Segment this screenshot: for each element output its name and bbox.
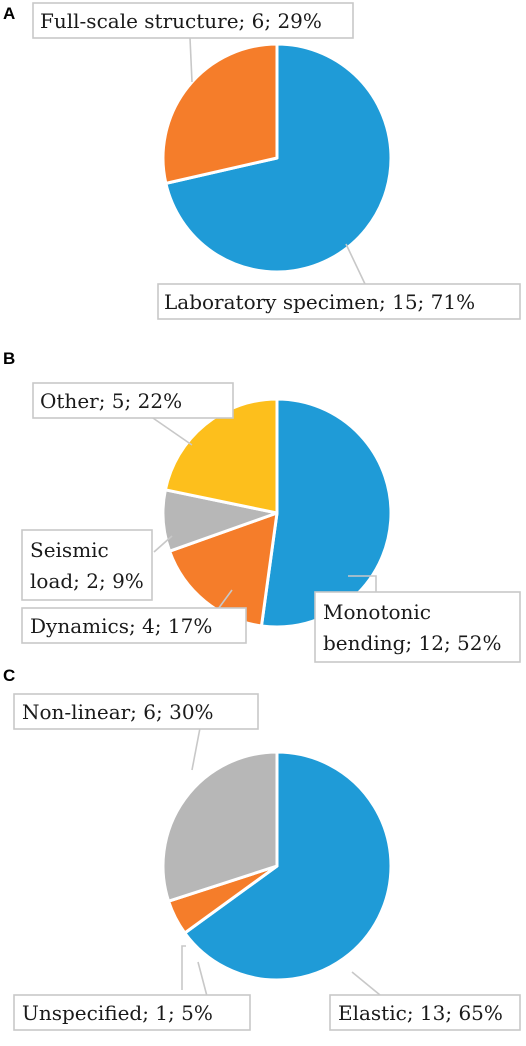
leader-a-full-scale xyxy=(189,37,193,83)
label-b-seismic-line2: load; 2; 9% xyxy=(30,569,144,593)
pie-c-slice-elastic xyxy=(183,750,393,982)
label-b-other: Other; 5; 22% xyxy=(40,389,182,413)
label-c-elastic: Elastic; 13; 65% xyxy=(338,1001,503,1025)
leader-b-other xyxy=(149,415,193,446)
panel-b: B Other; 5; 22% Seismic load; 2; 9% Dyna… xyxy=(3,349,521,663)
leader-a-laboratory xyxy=(345,243,366,285)
label-box-b-other xyxy=(32,382,234,419)
label-a-laboratory: Laboratory specimen; 15; 71% xyxy=(164,290,475,314)
panel-c-letter: C xyxy=(3,666,15,685)
label-b-monotonic-line1: Monotonic xyxy=(323,600,431,624)
label-c-unspecified: Unspecified; 1; 5% xyxy=(22,1001,213,1025)
pie-chart-b xyxy=(161,397,393,629)
pie-a-slice-full-scale-structure xyxy=(161,42,279,185)
label-box-c-non-linear xyxy=(13,693,259,730)
leader-b-monotonic xyxy=(348,575,377,592)
panel-c: C Non-linear; 6; 30% Unspecified; 1; 5% … xyxy=(3,666,521,1031)
panel-a: A Full-scale structure; 6; 29% Laborator… xyxy=(3,2,521,320)
pie-chart-c xyxy=(161,750,393,982)
label-box-c-elastic xyxy=(329,994,521,1031)
pie-chart-a xyxy=(161,42,393,274)
label-b-seismic-line1: Seismic xyxy=(30,538,109,562)
leader-c-unspecified xyxy=(181,945,186,990)
pie-b-slice-dynamics xyxy=(168,511,279,628)
pie-b-slice-monotonic-bending xyxy=(259,397,393,629)
pie-c-slice-non-linear xyxy=(161,750,279,903)
leader-c-unspecified-2 xyxy=(197,961,209,1001)
label-box-a-full-scale xyxy=(32,2,354,39)
label-b-dynamics: Dynamics; 4; 17% xyxy=(30,614,212,638)
label-box-b-monotonic xyxy=(314,591,521,663)
pie-b-slice-other xyxy=(163,397,279,515)
leader-b-seismic xyxy=(153,535,173,553)
label-box-b-dynamics xyxy=(21,607,247,644)
leader-c-elastic xyxy=(351,971,381,996)
panel-a-letter: A xyxy=(3,4,15,23)
label-box-a-laboratory xyxy=(157,283,521,320)
leader-c-non-linear xyxy=(191,727,201,771)
panel-b-letter: B xyxy=(3,349,15,368)
label-b-monotonic-line2: bending; 12; 52% xyxy=(323,631,502,655)
label-c-non-linear: Non-linear; 6; 30% xyxy=(22,700,214,724)
label-box-c-unspecified xyxy=(13,994,251,1031)
label-box-b-seismic xyxy=(21,529,153,601)
label-a-full-scale: Full-scale structure; 6; 29% xyxy=(40,9,322,33)
